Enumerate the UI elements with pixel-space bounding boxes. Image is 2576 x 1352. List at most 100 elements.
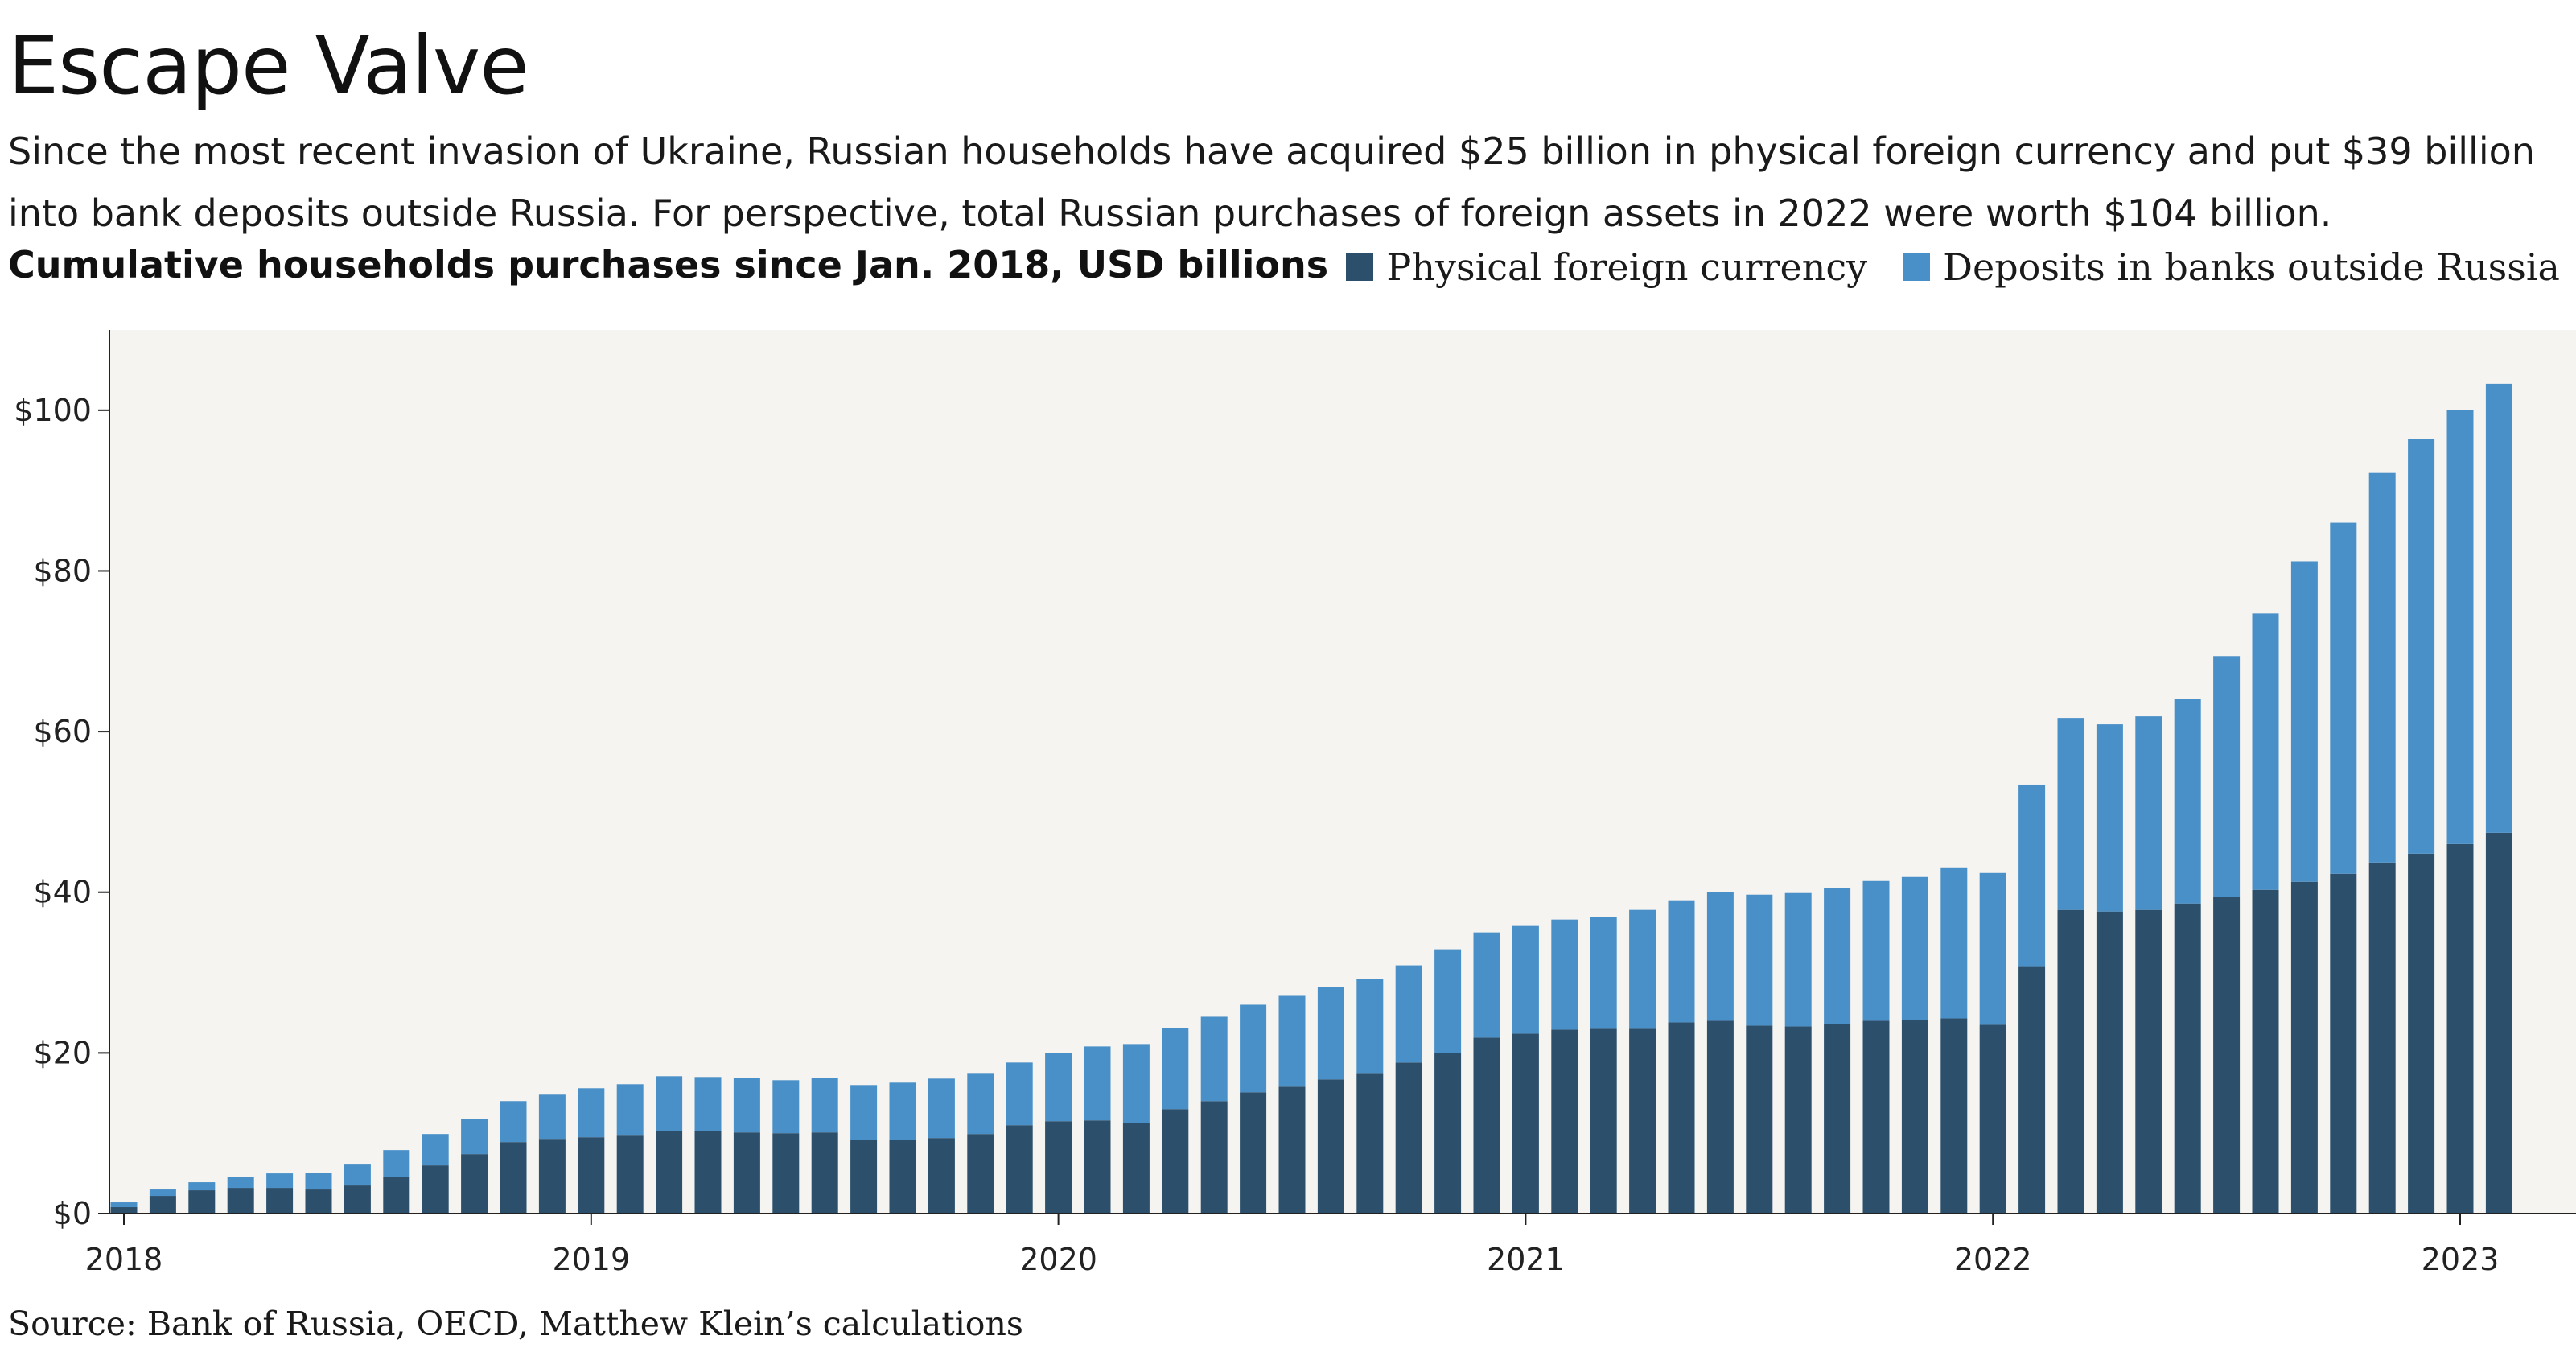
bar-physical-2022-05 [2135,909,2162,1214]
y-tick-label-0: $0 [53,1196,92,1231]
bar-physical-2020-11 [1434,1053,1462,1214]
chart-heading: Cumulative households purchases since Ja… [8,243,1329,286]
bar-deposits-2020-12 [1473,932,1500,1038]
legend-item-physical: Physical foreign currency [1346,241,1867,293]
bar-deposits-2018-10 [461,1119,488,1155]
bar-physical-2018-04 [227,1188,254,1214]
bar-physical-2019-10 [928,1138,955,1214]
bar-physical-2021-04 [1629,1028,1656,1214]
y-tick-label-80: $80 [33,553,92,588]
bar-deposits-2022-11 [2368,472,2396,863]
bar-deposits-2019-03 [656,1076,683,1131]
bar-physical-2019-01 [578,1137,605,1214]
bar-physical-2023-02 [2485,832,2512,1214]
bar-deposits-2022-07 [2213,656,2241,897]
bar-deposits-2022-04 [2096,724,2123,912]
bar-physical-2021-11 [1901,1020,1928,1214]
y-tick-label-60: $60 [33,714,92,749]
bar-physical-2022-09 [2290,881,2318,1214]
bar-deposits-2021-08 [1784,892,1812,1027]
bar-deposits-2020-06 [1240,1004,1267,1093]
bar-physical-2020-05 [1200,1101,1228,1214]
bar-physical-2018-10 [461,1154,488,1214]
bar-deposits-2020-09 [1356,979,1384,1074]
bar-physical-2019-05 [733,1132,760,1214]
bar-physical-2021-10 [1862,1020,1890,1214]
bar-deposits-2018-08 [383,1150,410,1177]
chart-subtitle: Since the most recent invasion of Ukrain… [8,130,2535,235]
bar-deposits-2020-08 [1317,987,1344,1080]
bar-physical-2020-06 [1240,1092,1267,1214]
bar-physical-2019-09 [889,1140,916,1214]
bar-physical-2020-04 [1162,1109,1189,1214]
bar-physical-2020-01 [1045,1121,1072,1214]
bar-physical-2018-07 [344,1185,371,1214]
bar-physical-2022-07 [2213,897,2241,1214]
bar-deposits-2019-01 [578,1088,605,1138]
bar-deposits-2018-07 [344,1164,371,1186]
bar-deposits-2018-02 [149,1189,176,1197]
x-tick-label-2020: 2020 [1019,1242,1097,1277]
bar-deposits-2018-11 [500,1101,527,1143]
bar-physical-2018-08 [383,1177,410,1214]
bar-deposits-2022-10 [2330,522,2357,874]
bars-group [110,383,2512,1214]
bar-deposits-2020-05 [1200,1016,1228,1102]
bar-deposits-2021-11 [1901,876,1928,1020]
bar-deposits-2021-06 [1706,892,1734,1021]
x-tick-label-2021: 2021 [1487,1242,1565,1277]
bar-physical-2022-04 [2096,911,2123,1214]
bar-physical-2021-08 [1784,1026,1812,1214]
bar-deposits-2022-01 [1979,872,2006,1025]
bar-physical-2020-08 [1317,1079,1344,1214]
bar-physical-2022-01 [1979,1024,2006,1214]
bar-deposits-2022-09 [2290,561,2318,882]
bar-physical-2022-06 [2174,903,2201,1214]
bar-deposits-2022-08 [2252,613,2279,890]
bar-deposits-2019-10 [928,1078,955,1139]
bar-physical-2019-03 [656,1131,683,1214]
bar-deposits-2018-09 [422,1134,449,1166]
bar-deposits-2018-05 [266,1173,294,1189]
x-tick-label-2019: 2019 [552,1242,630,1277]
bar-deposits-2022-06 [2174,699,2201,904]
bar-physical-2021-12 [1940,1018,1968,1214]
bar-physical-2022-12 [2408,853,2435,1214]
chart-title: Escape Valve [8,19,529,113]
bar-deposits-2021-03 [1590,917,1617,1029]
bar-deposits-2021-10 [1862,880,1890,1021]
bar-physical-2020-12 [1473,1037,1500,1214]
bar-physical-2021-01 [1512,1033,1539,1214]
bar-deposits-2023-01 [2446,410,2474,844]
legend-label-physical: Physical foreign currency [1386,245,1868,289]
bar-deposits-2022-05 [2135,716,2162,910]
bar-physical-2018-03 [188,1190,216,1214]
bar-deposits-2020-02 [1084,1046,1111,1121]
bar-physical-2021-03 [1590,1028,1617,1214]
bar-physical-2019-02 [616,1135,644,1214]
bar-physical-2022-10 [2330,873,2357,1214]
y-tick-label-40: $40 [33,875,92,910]
bar-deposits-2019-02 [616,1084,644,1136]
bar-deposits-2021-04 [1629,909,1656,1029]
bar-deposits-2021-12 [1940,867,1968,1019]
bar-physical-2020-09 [1356,1073,1384,1214]
bar-deposits-2020-03 [1122,1044,1150,1123]
bar-physical-2018-09 [422,1165,449,1214]
bar-physical-2018-12 [538,1139,566,1214]
bar-deposits-2022-12 [2408,439,2435,854]
x-tick-label-2022: 2022 [1954,1242,2032,1277]
x-tick-label-2023: 2023 [2422,1242,2500,1277]
bar-deposits-2019-06 [772,1080,800,1134]
bar-physical-2021-02 [1551,1029,1578,1214]
legend-swatch-physical [1346,254,1374,281]
bar-deposits-2019-12 [1006,1062,1033,1126]
bar-physical-2020-07 [1278,1086,1306,1214]
bar-physical-2018-11 [500,1142,527,1214]
bar-deposits-2018-04 [227,1177,254,1189]
y-tick-label-20: $20 [33,1035,92,1070]
bar-deposits-2022-03 [2057,718,2084,910]
bar-deposits-2021-02 [1551,919,1578,1030]
bar-deposits-2019-04 [694,1077,722,1131]
bar-deposits-2020-07 [1278,995,1306,1087]
